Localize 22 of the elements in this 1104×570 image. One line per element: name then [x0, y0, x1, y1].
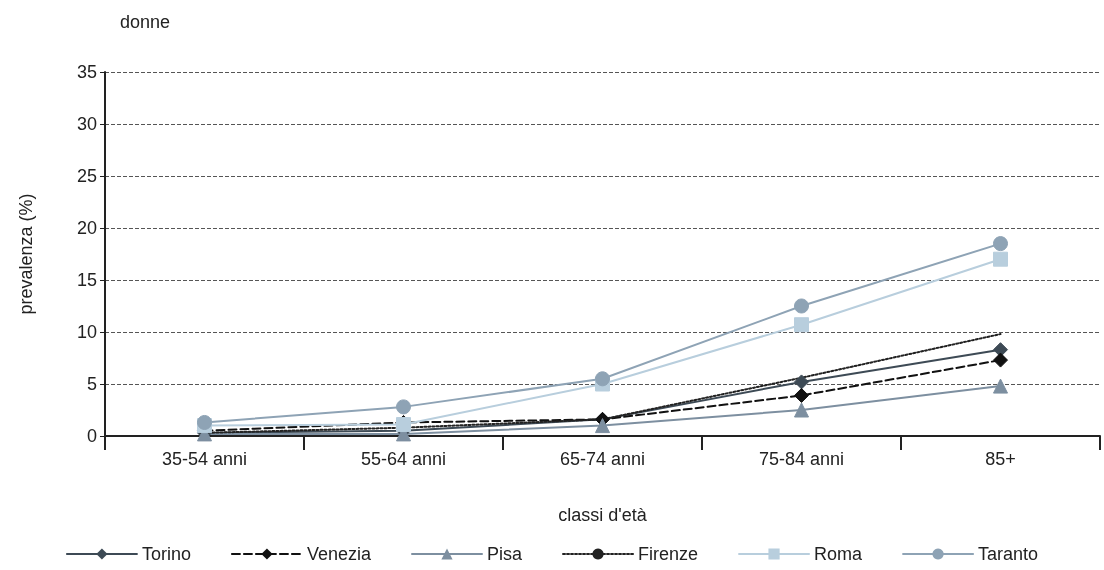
- y-tick-label: 30: [76, 114, 97, 134]
- x-axis-title: classi d'età: [558, 505, 648, 525]
- x-tick-label: 75-84 anni: [758, 449, 845, 469]
- x-tick-label: 85+: [985, 449, 1016, 469]
- x-tick-label: 65-74 anni: [559, 449, 646, 469]
- y-tick-label: 10: [76, 322, 97, 342]
- x-tick-label: 35-54 anni: [161, 449, 248, 469]
- y-tick-label: 35: [76, 62, 97, 82]
- chart-title: donne: [120, 12, 171, 32]
- legend-label: Pisa: [487, 544, 523, 564]
- y-tick-label: 25: [76, 166, 97, 186]
- x-tick-label: 55-64 anni: [360, 449, 447, 469]
- y-tick-label: 15: [76, 270, 97, 290]
- y-tick-label: 20: [76, 218, 97, 238]
- legend-label: Venezia: [306, 544, 372, 564]
- legend-label: Taranto: [978, 544, 1039, 564]
- y-tick-label: 5: [86, 374, 97, 394]
- legend-label: Torino: [141, 544, 191, 564]
- y-tick-label: 0: [86, 426, 97, 446]
- y-axis-title: prevalenza (%): [16, 193, 36, 315]
- legend-label: Roma: [814, 544, 864, 564]
- legend-label: Firenze: [638, 544, 699, 564]
